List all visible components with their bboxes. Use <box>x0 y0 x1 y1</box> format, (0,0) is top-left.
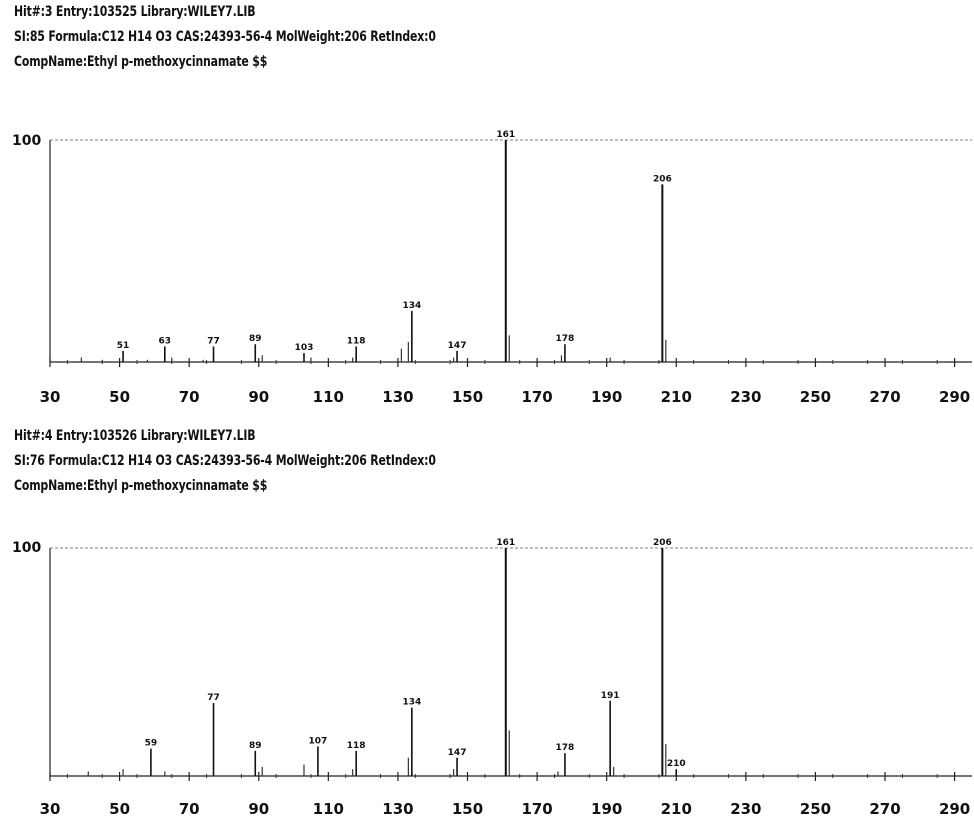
spectrum-1-peak-label-178: 178 <box>556 334 575 344</box>
spectrum-2-x-tick-label: 190 <box>591 800 622 818</box>
spectrum-2-x-tick-label: 110 <box>313 800 344 818</box>
spectrum-1-peak-label-161: 161 <box>496 130 515 140</box>
spectrum-2-peak-label-89: 89 <box>249 741 262 751</box>
spectrum-2-peak-label-210: 210 <box>667 759 686 769</box>
spectrum-1-x-tick-label: 190 <box>591 388 622 406</box>
spectrum-1-peak-label-103: 103 <box>295 343 314 353</box>
spectrum-1-peak-label-63: 63 <box>159 336 172 346</box>
spectrum-1-peak-label-147: 147 <box>448 341 467 351</box>
spectrum-1-x-tick-label: 90 <box>248 388 269 406</box>
spectrum-1-x-tick-label: 110 <box>313 388 344 406</box>
spectrum-2-x-tick-label: 170 <box>521 800 552 818</box>
spectrum-2-x-tick-label: 30 <box>40 800 61 818</box>
spectrum-1-peak-label-118: 118 <box>347 336 366 346</box>
spectrum-2-x-tick-label: 250 <box>800 800 831 818</box>
spectrum-1-header-line2: SI:85 Formula:C12 H14 O3 CAS:24393-56-4 … <box>14 29 436 45</box>
spectrum-2-x-tick-label: 130 <box>382 800 413 818</box>
spectrum-1-x-tick-label: 30 <box>40 388 61 406</box>
spectrum-1-x-tick-label: 130 <box>382 388 413 406</box>
spectrum-1-x-tick-label: 230 <box>730 388 761 406</box>
spectrum-1-x-tick-label: 50 <box>109 388 130 406</box>
spectrum-1-peak-label-77: 77 <box>207 336 220 346</box>
spectrum-2-x-tick-label: 90 <box>248 800 269 818</box>
spectrum-1-header-line3: CompName:Ethyl p-methoxycinnamate $$ <box>14 54 268 70</box>
spectrum-1-x-tick-label: 270 <box>869 388 900 406</box>
spectrum-1-peak-label-51: 51 <box>117 341 130 351</box>
spectrum-2-peak-label-107: 107 <box>309 736 328 746</box>
spectrum-2-peak-label-161: 161 <box>496 538 515 548</box>
spectrum-2-x-tick-label: 290 <box>939 800 970 818</box>
spectrum-2-header-line2: SI:76 Formula:C12 H14 O3 CAS:24393-56-4 … <box>14 453 436 469</box>
spectrum-2-header-line3: CompName:Ethyl p-methoxycinnamate $$ <box>14 478 268 494</box>
spectrum-2-plot: 100 30 50 70 90 110 130 150 170 190 210 230 250 270 29… <box>12 538 972 818</box>
spectrum-2-x-tick-label: 230 <box>730 800 761 818</box>
spectrum-1-x-tick-label: 290 <box>939 388 970 406</box>
spectrum-1-x-tick-label: 210 <box>661 388 692 406</box>
spectrum-1-peak-label-206: 206 <box>653 174 672 184</box>
spectrum-2-peak-label-118: 118 <box>347 741 366 751</box>
spectrum-2-peak-label-147: 147 <box>448 748 467 758</box>
spectrum-2-peak-label-178: 178 <box>556 743 575 753</box>
spectrum-2-x-tick-label: 210 <box>661 800 692 818</box>
spectrum-2-peak-label-134: 134 <box>402 698 421 708</box>
spectrum-2-peak-label-191: 191 <box>601 691 620 701</box>
spectrum-2-y-tick-label: 100 <box>12 540 41 556</box>
spectrum-2-header-line1: Hit#:4 Entry:103526 Library:WILEY7.LIB <box>14 428 256 444</box>
spectrum-2-peak-label-77: 77 <box>207 693 220 703</box>
spectrum-1-peak-label-134: 134 <box>402 301 421 311</box>
spectrum-1-header-line1: Hit#:3 Entry:103525 Library:WILEY7.LIB <box>14 4 256 20</box>
spectrum-2-x-tick-label: 70 <box>179 800 200 818</box>
spectrum-2-x-tick-label: 150 <box>452 800 483 818</box>
spectrum-2-peak-label-206: 206 <box>653 538 672 548</box>
spectrum-1-x-tick-label: 150 <box>452 388 483 406</box>
spectrum-1-x-tick-label: 70 <box>179 388 200 406</box>
spectrum-1-peak-label-89: 89 <box>249 334 262 344</box>
spectrum-1-plot: 100 30 50 70 90 110 130 150 170 190 210 230 250 270 29… <box>12 130 972 406</box>
spectrum-2-peak-label-59: 59 <box>145 739 158 749</box>
spectrum-1-x-tick-label: 250 <box>800 388 831 406</box>
spectrum-2-x-tick-label: 270 <box>869 800 900 818</box>
spectrum-1-x-tick-label: 170 <box>521 388 552 406</box>
spectrum-2-x-tick-label: 50 <box>109 800 130 818</box>
spectrum-1-y-tick-label: 100 <box>12 133 41 149</box>
